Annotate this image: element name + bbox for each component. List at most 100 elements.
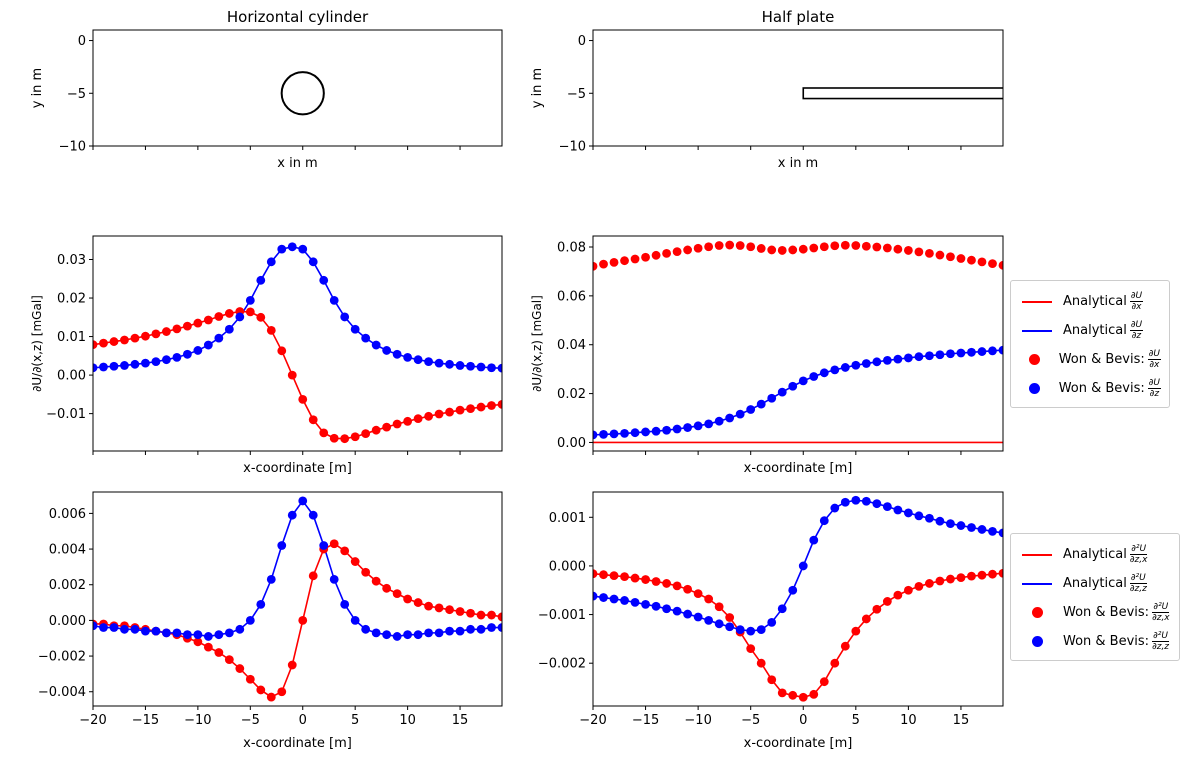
data-point-dzz_pts — [193, 630, 203, 640]
data-point-dx_pts — [914, 247, 924, 257]
y-tick-label: 0.000 — [549, 559, 586, 574]
data-point-dzz_pts — [882, 502, 892, 511]
data-point-dx_pts — [967, 255, 976, 265]
legend-entry: Won & Bevis: ∂U ∂x — [1019, 345, 1161, 374]
legend-fraction-numerator: ∂U — [1147, 349, 1161, 360]
data-point-dzx_pts — [946, 574, 955, 584]
data-point-dx_pts — [193, 318, 203, 328]
data-point-dx_pts — [120, 335, 129, 345]
y-tick-label: 0.000 — [49, 614, 86, 629]
data-point-dz_pts — [455, 361, 465, 370]
data-point-dz_pts — [298, 244, 308, 254]
data-point-dx_pts — [809, 243, 819, 253]
data-point-dx_pts — [777, 246, 787, 255]
data-point-dzz_pts — [130, 624, 140, 634]
legend-fraction-denominator: ∂z,x — [1152, 613, 1170, 623]
data-point-dzx_pts — [693, 589, 703, 599]
y-tick-label: 0.01 — [57, 330, 86, 345]
axes-frame — [592, 29, 1004, 147]
data-point-dz_pts — [935, 350, 945, 360]
data-point-dx_pts — [672, 247, 682, 257]
data-point-dz_pts — [93, 363, 98, 373]
y-tick-label: 0.00 — [557, 436, 586, 451]
chart-title: Half plate — [762, 8, 835, 26]
x-axis-label: x-coordinate [m] — [243, 461, 352, 476]
data-point-dx_pts — [882, 243, 892, 253]
legend-fraction-numerator: ∂²U — [1152, 602, 1170, 613]
legend-fraction-numerator: ∂U — [1129, 320, 1144, 331]
legend-fraction: ∂²U ∂z,z — [1130, 573, 1147, 594]
data-point-dx_pts — [361, 429, 371, 439]
data-point-dzx_pts — [203, 642, 213, 652]
legend-dot-swatch — [1019, 607, 1055, 618]
axes-frame — [92, 491, 503, 707]
data-point-dz_pts — [735, 409, 745, 419]
data-point-dx_pts — [99, 338, 108, 348]
data-point-dzx_pts — [672, 581, 682, 591]
y-tick-label: 0.00 — [57, 369, 86, 384]
data-point-dzz_pts — [245, 616, 255, 625]
x-tick-label: 0 — [799, 713, 807, 728]
legend-entry: Analytical ∂U ∂x — [1019, 287, 1161, 316]
y-axis-label: y in m — [530, 68, 545, 108]
data-point-dzz_pts — [371, 628, 381, 638]
data-point-dx_pts — [424, 411, 433, 421]
legend-fraction-denominator: ∂z — [1131, 331, 1142, 341]
y-tick-label: −0.002 — [38, 650, 86, 665]
legend-label: Won & Bevis: — [1058, 352, 1145, 367]
data-point-dzx_pts — [371, 576, 381, 586]
legend-dot-swatch — [1019, 636, 1055, 647]
data-point-dzx_pts — [630, 573, 640, 583]
data-point-dzz_pts — [935, 516, 945, 526]
data-point-dx_pts — [872, 242, 882, 252]
data-point-dzz_pts — [851, 495, 861, 505]
data-point-dz_pts — [599, 429, 608, 439]
data-point-dzx_pts — [925, 579, 934, 588]
data-point-dzx_pts — [956, 573, 966, 582]
data-point-dx_pts — [630, 254, 640, 264]
y-tick-label: 0.04 — [557, 338, 586, 353]
data-point-dzz_pts — [683, 609, 693, 619]
data-point-dx_pts — [746, 242, 756, 252]
data-point-dzz_pts — [455, 626, 465, 636]
data-point-dzx_pts — [466, 608, 475, 618]
data-point-dz_pts — [998, 345, 1003, 355]
data-point-dzx_pts — [872, 604, 882, 614]
data-point-dx_pts — [319, 428, 329, 438]
data-point-dzz_pts — [361, 624, 371, 634]
data-point-dx_pts — [704, 242, 714, 252]
data-point-dz_pts — [329, 295, 339, 305]
data-point-dzx_pts — [382, 583, 392, 593]
axes-frame — [592, 235, 1004, 452]
data-point-dzz_pts — [497, 623, 502, 632]
data-point-dzx_pts — [361, 567, 371, 577]
data-point-dz_pts — [466, 361, 475, 371]
data-point-dzz_pts — [672, 606, 682, 616]
data-point-dzz_pts — [308, 510, 318, 520]
data-point-dzz_pts — [593, 591, 598, 601]
legend-fraction: ∂U ∂z — [1129, 320, 1144, 341]
data-point-dzz_pts — [382, 630, 392, 640]
data-point-dz_pts — [340, 312, 350, 322]
data-point-dz_pts — [798, 376, 808, 386]
data-point-dzz_pts — [956, 521, 966, 530]
data-point-dz_pts — [746, 405, 756, 414]
data-point-dzx_pts — [235, 664, 245, 673]
data-point-dzz_pts — [403, 630, 413, 640]
data-point-dz_pts — [308, 257, 318, 267]
y-tick-label: −5 — [567, 87, 586, 102]
data-point-dx_pts — [620, 256, 629, 266]
data-point-dzz_pts — [914, 511, 924, 521]
series-line-dzz_line — [593, 499, 1003, 632]
data-point-dzx_pts — [193, 637, 203, 647]
data-point-dzx_pts — [714, 602, 724, 612]
data-point-dx_pts — [141, 331, 150, 341]
data-point-dz_pts — [893, 354, 903, 364]
data-point-dx_pts — [693, 243, 703, 253]
x-tick-label: 15 — [452, 713, 469, 728]
data-point-dzz_pts — [662, 604, 671, 614]
data-point-dz_pts — [672, 424, 682, 434]
y-tick-label: −0.004 — [38, 685, 86, 700]
panel-cyl-first: −0.01 0.00 0.01 0.02 0.03 x-coordinate [m] ∂U/… — [30, 235, 503, 476]
panel-plate-first: 0.00 0.02 0.04 0.06 0.08 x-coordinate [m] ∂U/∂… — [530, 235, 1004, 476]
